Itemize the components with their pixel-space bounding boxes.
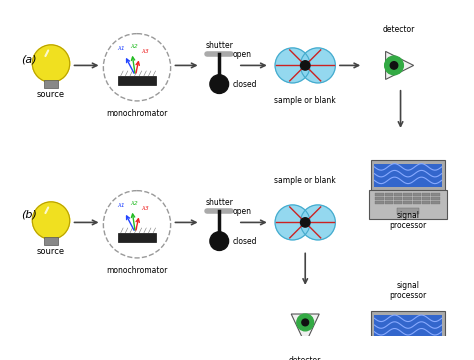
FancyBboxPatch shape <box>374 315 442 338</box>
Circle shape <box>210 75 228 94</box>
FancyBboxPatch shape <box>369 341 447 360</box>
FancyBboxPatch shape <box>394 197 402 200</box>
Polygon shape <box>385 51 414 80</box>
FancyBboxPatch shape <box>371 160 446 191</box>
FancyBboxPatch shape <box>431 193 440 196</box>
FancyBboxPatch shape <box>403 193 412 196</box>
Text: λ2: λ2 <box>130 201 138 206</box>
FancyBboxPatch shape <box>431 197 440 200</box>
FancyBboxPatch shape <box>394 193 402 196</box>
Circle shape <box>32 45 70 82</box>
Text: source: source <box>37 90 65 99</box>
FancyBboxPatch shape <box>422 344 430 347</box>
Text: (a): (a) <box>21 55 37 65</box>
FancyBboxPatch shape <box>403 197 412 200</box>
Circle shape <box>297 314 314 331</box>
FancyBboxPatch shape <box>413 348 421 351</box>
FancyBboxPatch shape <box>375 344 384 347</box>
FancyBboxPatch shape <box>403 201 412 203</box>
FancyBboxPatch shape <box>394 348 402 351</box>
FancyBboxPatch shape <box>385 344 393 347</box>
Text: λ1: λ1 <box>117 203 125 208</box>
FancyBboxPatch shape <box>403 348 412 351</box>
FancyBboxPatch shape <box>385 197 393 200</box>
Text: sample or blank: sample or blank <box>274 96 336 105</box>
FancyBboxPatch shape <box>45 80 57 88</box>
FancyBboxPatch shape <box>118 76 155 85</box>
FancyBboxPatch shape <box>375 348 384 351</box>
Circle shape <box>390 62 398 69</box>
Text: monochromator: monochromator <box>106 109 168 118</box>
FancyBboxPatch shape <box>385 352 393 355</box>
FancyBboxPatch shape <box>413 344 421 347</box>
Text: shutter: shutter <box>205 198 233 207</box>
FancyBboxPatch shape <box>375 197 384 200</box>
Text: open: open <box>232 207 251 216</box>
Circle shape <box>301 205 335 240</box>
Text: λ3: λ3 <box>141 206 149 211</box>
FancyBboxPatch shape <box>394 344 402 347</box>
FancyBboxPatch shape <box>118 233 155 242</box>
FancyBboxPatch shape <box>374 163 442 187</box>
FancyBboxPatch shape <box>403 352 412 355</box>
FancyBboxPatch shape <box>422 193 430 196</box>
Circle shape <box>32 202 70 239</box>
FancyBboxPatch shape <box>413 201 421 203</box>
FancyBboxPatch shape <box>431 344 440 347</box>
FancyBboxPatch shape <box>413 197 421 200</box>
FancyBboxPatch shape <box>375 201 384 203</box>
FancyBboxPatch shape <box>385 201 393 203</box>
Text: detector: detector <box>383 25 415 34</box>
FancyBboxPatch shape <box>385 348 393 351</box>
FancyBboxPatch shape <box>45 237 57 245</box>
Text: λ2: λ2 <box>130 44 138 49</box>
Circle shape <box>210 232 228 251</box>
Circle shape <box>301 61 310 70</box>
Text: open: open <box>232 50 251 59</box>
FancyBboxPatch shape <box>422 197 430 200</box>
FancyBboxPatch shape <box>413 193 421 196</box>
Polygon shape <box>291 314 319 344</box>
Circle shape <box>275 205 310 240</box>
Circle shape <box>302 319 309 326</box>
Circle shape <box>275 48 310 83</box>
FancyBboxPatch shape <box>431 348 440 351</box>
Circle shape <box>385 56 403 75</box>
Text: sample or blank: sample or blank <box>274 176 336 185</box>
Text: source: source <box>37 247 65 256</box>
FancyBboxPatch shape <box>413 352 421 355</box>
Text: closed: closed <box>232 80 257 89</box>
FancyBboxPatch shape <box>394 201 402 203</box>
Text: shutter: shutter <box>205 41 233 50</box>
FancyBboxPatch shape <box>422 201 430 203</box>
FancyBboxPatch shape <box>394 352 402 355</box>
FancyBboxPatch shape <box>422 352 430 355</box>
Circle shape <box>301 48 335 83</box>
FancyBboxPatch shape <box>431 352 440 355</box>
FancyBboxPatch shape <box>397 208 419 214</box>
Text: detector: detector <box>289 356 321 360</box>
FancyBboxPatch shape <box>431 201 440 203</box>
FancyBboxPatch shape <box>369 190 447 219</box>
Text: λ3: λ3 <box>141 49 149 54</box>
FancyBboxPatch shape <box>371 311 446 342</box>
Text: closed: closed <box>232 237 257 246</box>
Circle shape <box>301 218 310 227</box>
FancyBboxPatch shape <box>422 348 430 351</box>
FancyBboxPatch shape <box>375 352 384 355</box>
Text: λ1: λ1 <box>117 46 125 51</box>
Text: signal
processor: signal processor <box>390 281 427 300</box>
FancyBboxPatch shape <box>375 193 384 196</box>
FancyBboxPatch shape <box>385 193 393 196</box>
FancyBboxPatch shape <box>403 344 412 347</box>
Text: monochromator: monochromator <box>106 266 168 275</box>
Text: (b): (b) <box>21 210 37 220</box>
Text: signal
processor: signal processor <box>390 211 427 230</box>
